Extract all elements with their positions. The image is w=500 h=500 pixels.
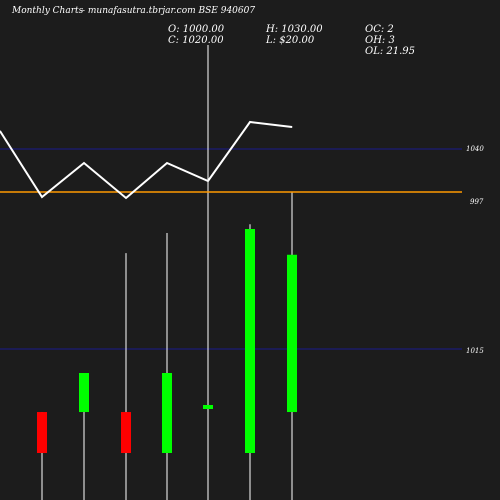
line-point-8 [291, 126, 293, 128]
candle-body-5 [203, 405, 213, 409]
open-value: O: 1000.00 [168, 24, 225, 35]
candle-body-6 [245, 229, 255, 453]
candle-body-7 [287, 254, 297, 413]
oh-value: OH: 3 [365, 35, 395, 46]
upper-y-tick-1040: 1040 [466, 145, 484, 153]
line-point-5 [166, 162, 168, 164]
line-point-4 [125, 197, 127, 199]
line-point-7 [249, 121, 251, 123]
ol-value: OL: 21.95 [365, 46, 416, 57]
line-series [0, 120, 293, 200]
line-point-6 [207, 180, 209, 182]
line-point-3 [83, 162, 85, 164]
low-value: L: $20.00 [266, 35, 315, 46]
line-point-2 [41, 196, 43, 198]
candle-body-4 [162, 373, 172, 453]
candle-body-1 [37, 412, 47, 453]
oc-value: OC: 2 [365, 24, 394, 35]
candle-body-3 [121, 412, 131, 453]
lower-y-tick-1015: 1015 [466, 347, 484, 355]
brand-label: Monthly Charts [12, 6, 84, 16]
site-and-symbol: - munafasutra.tbrjar.com BSE 940607 [82, 6, 256, 16]
candle-body-2 [79, 373, 89, 413]
close-value: C: 1020.00 [168, 35, 224, 46]
line-point-1 [0, 130, 1, 132]
high-value: H: 1030.00 [266, 24, 323, 35]
upper-y-tick-997: 997 [470, 198, 484, 206]
